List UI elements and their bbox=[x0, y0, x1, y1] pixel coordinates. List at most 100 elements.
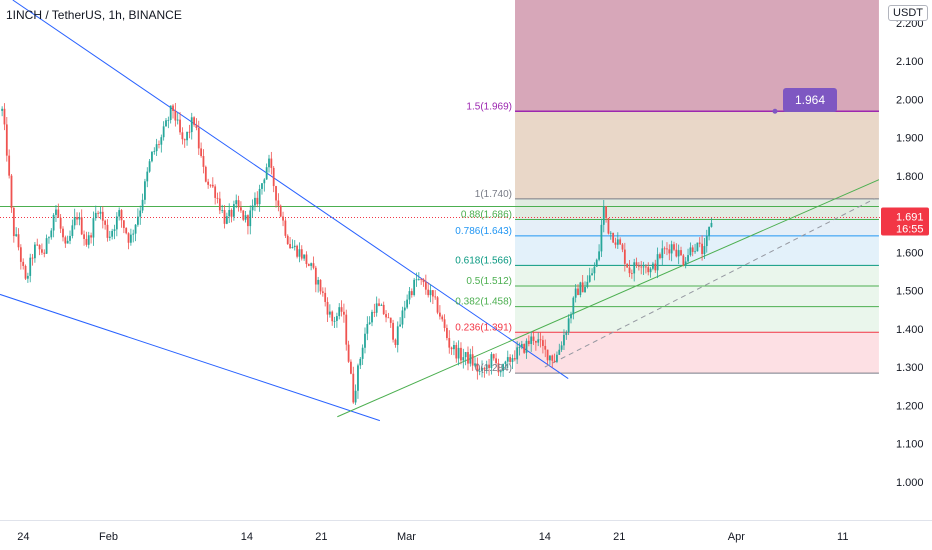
candle-body-135 bbox=[317, 279, 320, 285]
candle-body-158 bbox=[371, 311, 373, 323]
candle-body-56 bbox=[132, 233, 135, 235]
candle-body-103 bbox=[242, 210, 245, 220]
candle-body-207 bbox=[485, 364, 488, 370]
candle-body-284 bbox=[666, 248, 668, 250]
trendline-dashed-projection bbox=[544, 198, 875, 368]
fib-zones bbox=[515, 0, 879, 374]
candle-body-123 bbox=[289, 244, 291, 249]
candle-body-213 bbox=[499, 371, 502, 373]
candle-body-225 bbox=[527, 340, 530, 344]
candle-body-260 bbox=[609, 232, 612, 234]
candle-body-288 bbox=[675, 249, 678, 257]
trendline-support bbox=[337, 179, 880, 418]
candle-body-157 bbox=[368, 322, 371, 325]
candle-body-236 bbox=[553, 360, 556, 362]
price-axis-bg[interactable] bbox=[880, 0, 932, 520]
x-tick-label-1: Feb bbox=[99, 531, 118, 543]
candle-body-65 bbox=[153, 151, 156, 152]
candle-body-267 bbox=[626, 263, 629, 268]
candle-body-14 bbox=[34, 244, 36, 259]
candle-body-250 bbox=[586, 281, 589, 288]
target-callout-box bbox=[783, 88, 837, 112]
candle-body-227 bbox=[532, 336, 535, 341]
candle-body-61 bbox=[144, 181, 146, 200]
candle-body-121 bbox=[284, 220, 287, 236]
candle-body-38 bbox=[90, 235, 92, 238]
candle-body-295 bbox=[691, 247, 694, 252]
candle-body-48 bbox=[113, 229, 116, 231]
candle-body-177 bbox=[415, 279, 418, 281]
candle-body-141 bbox=[331, 311, 334, 322]
candle-body-12 bbox=[29, 257, 32, 276]
candle-body-93 bbox=[218, 198, 221, 211]
candle-body-237 bbox=[556, 354, 558, 362]
candle-body-146 bbox=[343, 311, 345, 315]
candle-body-185 bbox=[434, 296, 437, 298]
fib-zone-5 bbox=[515, 265, 879, 333]
candle-body-279 bbox=[654, 263, 657, 271]
candle-body-0 bbox=[1, 108, 4, 111]
candle-body-13 bbox=[31, 257, 34, 259]
candle-body-179 bbox=[420, 279, 423, 280]
candle-body-212 bbox=[497, 363, 500, 373]
candle-body-182 bbox=[427, 289, 430, 296]
candle-body-25 bbox=[59, 217, 62, 229]
candle-body-169 bbox=[396, 326, 399, 345]
candle-body-161 bbox=[378, 303, 380, 306]
fib-level-label-4: 0.618(1.566) bbox=[455, 255, 512, 266]
candle-body-68 bbox=[160, 137, 163, 145]
candle-body-15 bbox=[36, 244, 39, 246]
candle-body-252 bbox=[591, 273, 593, 276]
time-axis-bg[interactable] bbox=[0, 520, 932, 550]
candle-body-176 bbox=[413, 279, 416, 296]
candle-body-180 bbox=[422, 279, 425, 283]
candle-body-280 bbox=[656, 254, 659, 271]
candle-body-163 bbox=[382, 304, 385, 315]
candle-body-183 bbox=[429, 290, 432, 296]
y-tick-label-3: 1.300 bbox=[896, 362, 924, 374]
price-badge-value: 1.691 bbox=[896, 212, 924, 224]
candle-body-130 bbox=[305, 254, 308, 265]
candle-body-206 bbox=[483, 367, 486, 370]
candle-body-188 bbox=[441, 316, 444, 320]
candle-body-251 bbox=[588, 275, 591, 282]
candle-body-85 bbox=[200, 148, 203, 157]
candle-body-216 bbox=[506, 357, 509, 362]
candle-body-222 bbox=[520, 344, 523, 348]
fib-level-label-5: 0.5(1.512) bbox=[466, 276, 512, 287]
candle-body-167 bbox=[392, 322, 394, 340]
candle-body-228 bbox=[534, 340, 537, 343]
candle-body-81 bbox=[190, 117, 193, 133]
candle-body-78 bbox=[183, 139, 186, 141]
candle-body-80 bbox=[188, 131, 191, 133]
candle-body-32 bbox=[76, 217, 78, 220]
price-badge-box bbox=[881, 207, 929, 236]
candle-body-60 bbox=[141, 199, 144, 211]
x-tick-label-0: 24 bbox=[17, 531, 29, 543]
candle-body-52 bbox=[122, 220, 125, 228]
candle-body-175 bbox=[410, 291, 413, 296]
candle-body-9 bbox=[22, 261, 25, 266]
candle-body-274 bbox=[642, 266, 645, 268]
candle-body-99 bbox=[232, 204, 235, 217]
candle-body-204 bbox=[478, 371, 481, 372]
candle-body-302 bbox=[708, 226, 711, 237]
candle-body-256 bbox=[600, 224, 603, 252]
candle-body-98 bbox=[230, 209, 233, 217]
candle-body-139 bbox=[326, 301, 329, 315]
candle-body-114 bbox=[268, 158, 270, 168]
candle-body-67 bbox=[158, 144, 160, 145]
candle-body-273 bbox=[640, 266, 643, 268]
candle-body-64 bbox=[151, 151, 153, 162]
candle-body-58 bbox=[137, 216, 139, 225]
y-tick-label-5: 1.500 bbox=[896, 286, 924, 298]
candle-body-172 bbox=[403, 307, 406, 311]
candle-body-10 bbox=[24, 265, 27, 279]
currency-button[interactable]: USDT bbox=[888, 5, 928, 21]
candle-body-230 bbox=[539, 339, 542, 341]
candle-body-72 bbox=[169, 105, 172, 120]
candle-body-3 bbox=[8, 155, 11, 176]
candle-body-50 bbox=[118, 210, 121, 217]
candle-body-151 bbox=[354, 390, 357, 403]
